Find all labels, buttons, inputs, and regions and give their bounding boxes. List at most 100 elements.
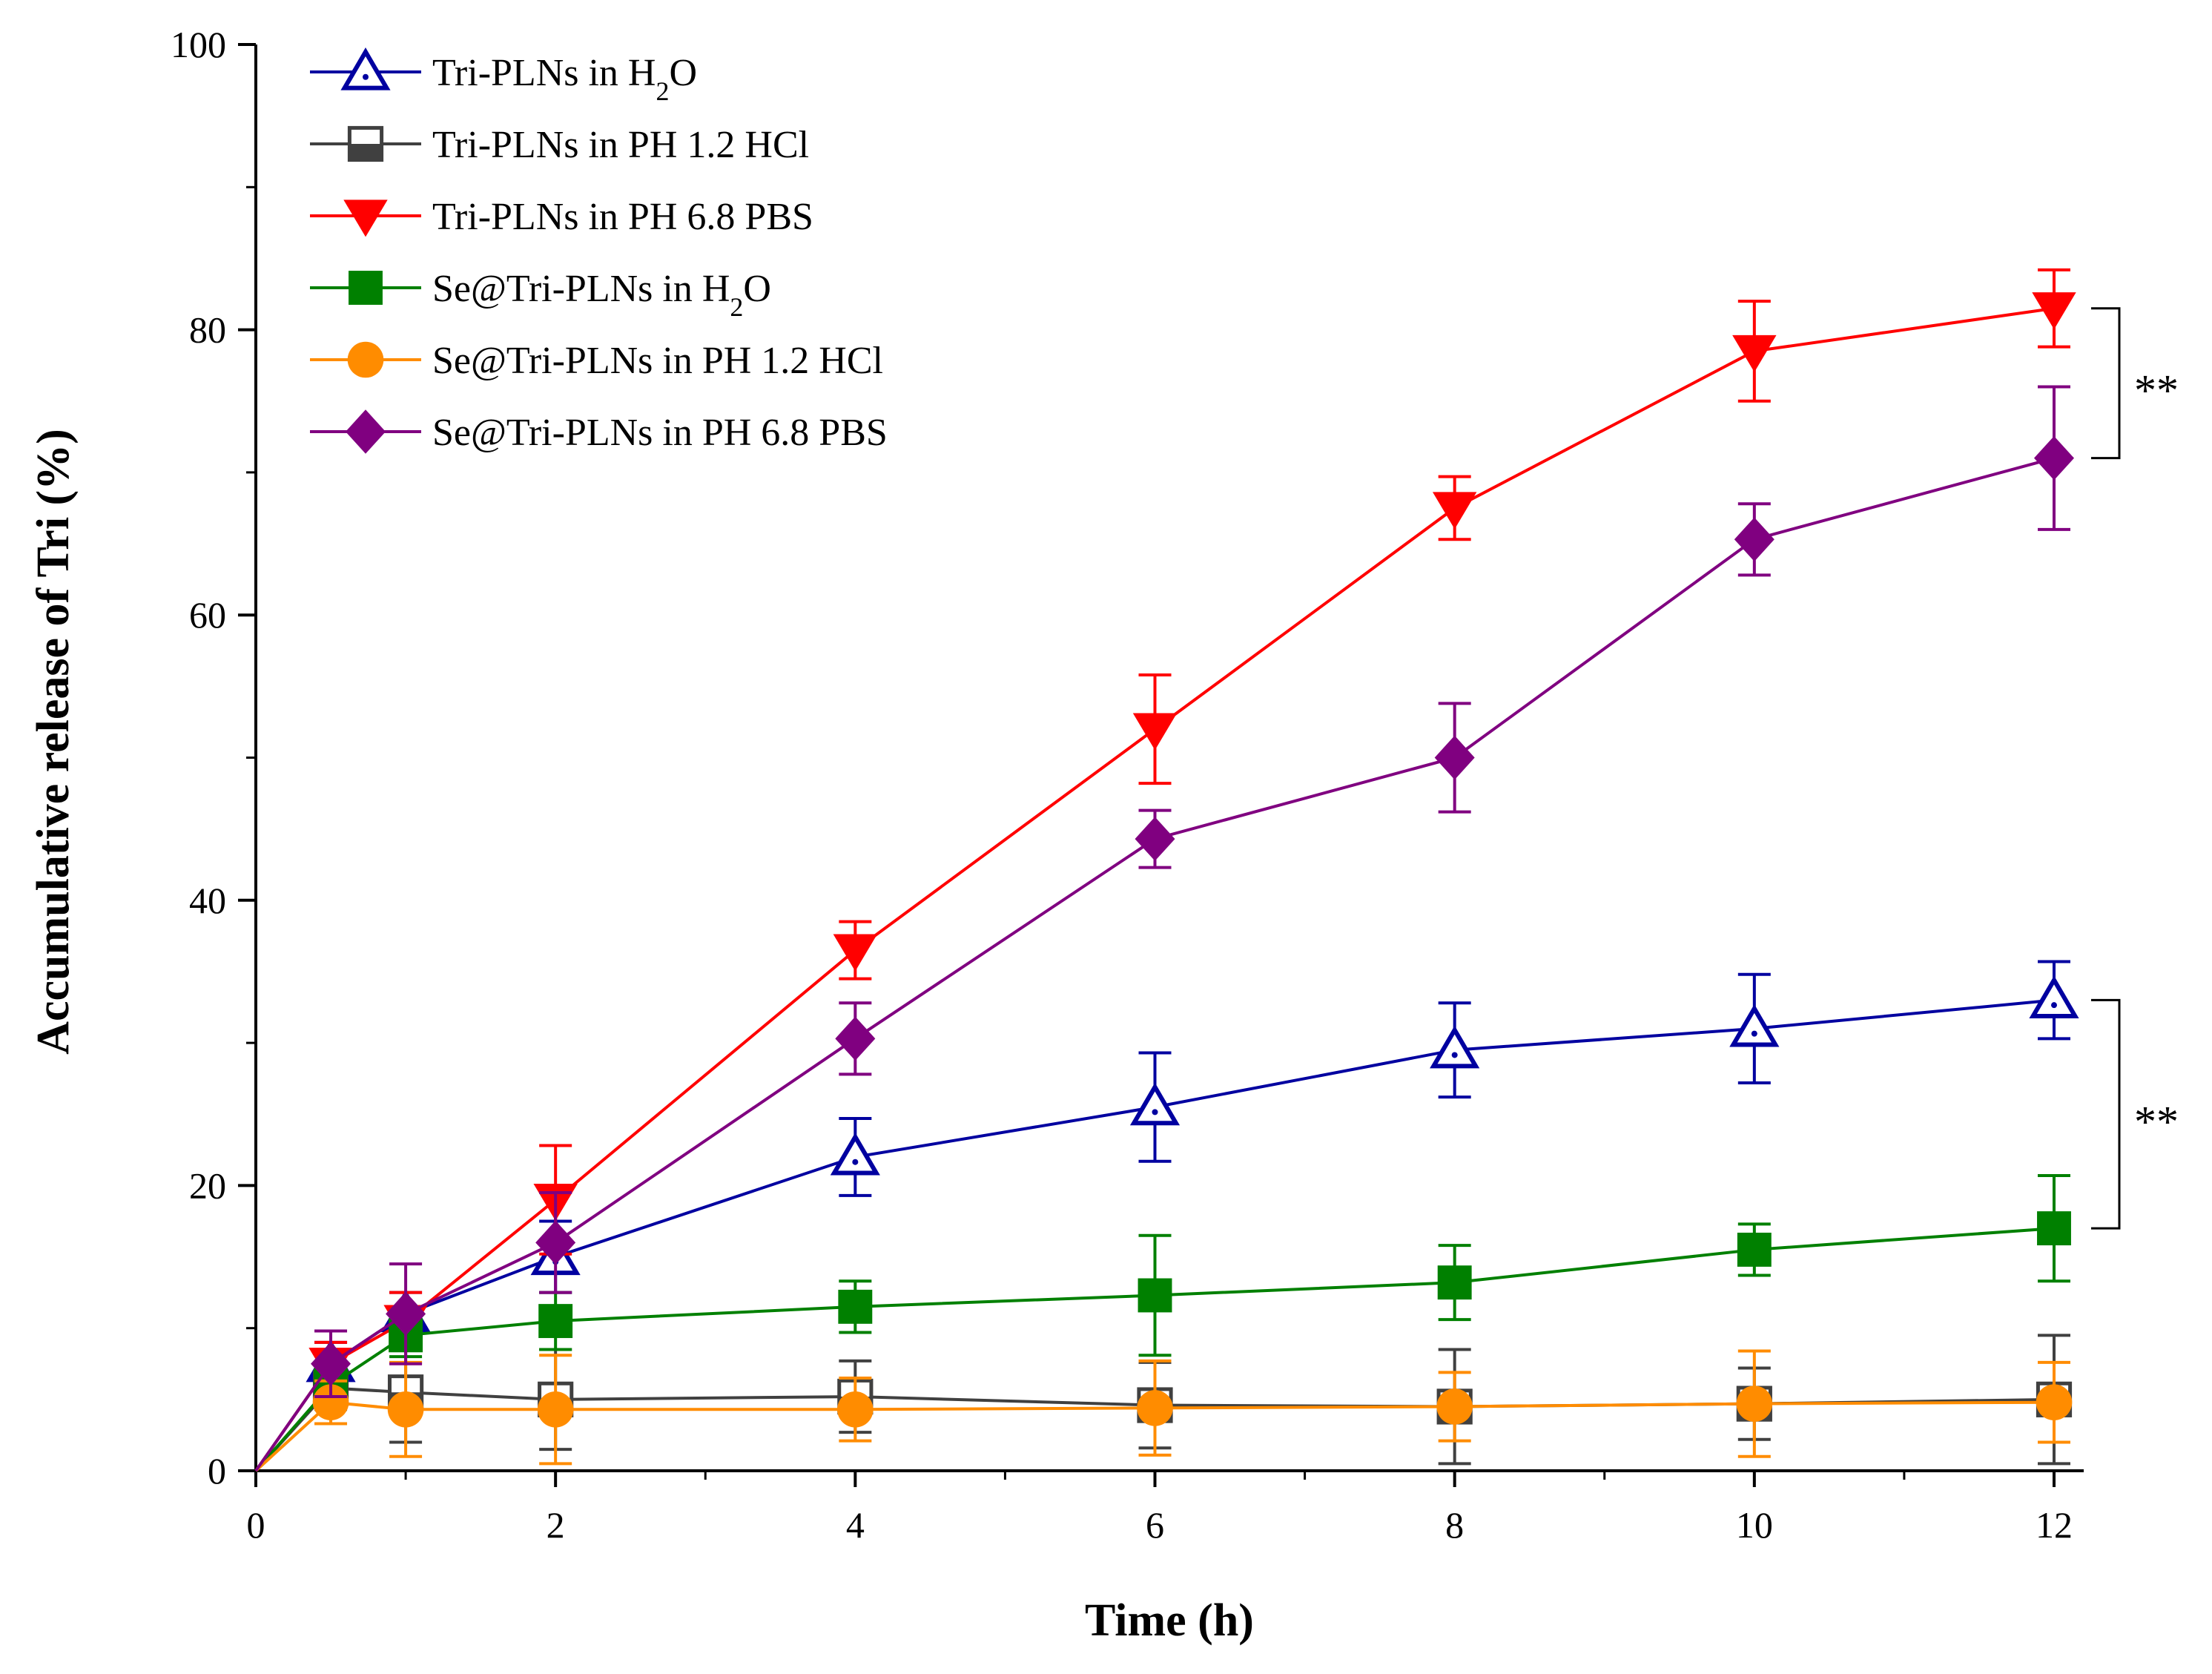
diamond-marker — [1135, 817, 1175, 861]
legend-label: Tri-PLNs in PH 1.2 HCl — [432, 124, 809, 166]
circle-marker — [1137, 1390, 1173, 1426]
data-point — [837, 1391, 874, 1428]
diamond-marker — [346, 409, 386, 454]
square-marker — [838, 1289, 873, 1324]
square-marker — [1138, 1278, 1172, 1313]
legend-label: Se@Tri-PLNs in PH 1.2 HCl — [432, 340, 883, 382]
y-tick-label: 100 — [171, 24, 226, 65]
data-point — [343, 200, 388, 237]
y-axis-title: Accumulative release of Tri (%) — [28, 429, 79, 1055]
data-point — [1137, 1390, 1173, 1426]
y-tick-label: 40 — [189, 880, 226, 921]
data-point — [538, 1304, 573, 1339]
triangle-up-marker — [1729, 1004, 1780, 1047]
legend: Tri-PLNs in H2O Tri-PLNs in PH 1.2 HCl Tri… — [310, 47, 888, 454]
circle-marker — [312, 1384, 349, 1420]
data-point — [2029, 975, 2079, 1019]
square-marker-fill — [349, 144, 382, 160]
data-point — [2037, 1211, 2071, 1246]
x-tick-label: 12 — [2036, 1504, 2073, 1546]
data-point — [833, 934, 878, 972]
x-tick-label: 2 — [547, 1504, 565, 1546]
significance-label: ** — [2134, 1097, 2179, 1146]
legend-label: Tri-PLNs in H2O — [432, 52, 697, 106]
diamond-marker — [535, 1220, 576, 1265]
legend-item-6: Se@Tri-PLNs in PH 6.8 PBS — [310, 409, 888, 454]
y-tick-label: 60 — [189, 594, 226, 636]
x-axis-title: Time (h) — [1085, 1595, 1254, 1646]
diamond-marker — [2034, 435, 2074, 481]
series-group — [254, 268, 2079, 1472]
data-point — [1430, 1025, 1480, 1069]
triangle-up-marker — [2029, 975, 2079, 1019]
series-4 — [254, 1173, 2071, 1472]
square-marker — [1437, 1265, 1472, 1300]
data-point — [1132, 713, 1178, 751]
significance-bracket-2: ** — [2091, 998, 2179, 1230]
triangle-down-marker — [2032, 292, 2076, 330]
significance-bracket-1: ** — [2091, 307, 2179, 460]
data-point — [838, 1289, 873, 1324]
circle-marker — [537, 1391, 574, 1428]
marker-center-dot — [1451, 1052, 1458, 1058]
data-point — [1734, 517, 1774, 561]
square-marker — [1737, 1232, 1772, 1267]
legend-item-3: Tri-PLNs in PH 6.8 PBS — [310, 196, 813, 238]
square-marker — [2037, 1211, 2071, 1246]
circle-marker — [837, 1391, 874, 1428]
data-point — [1432, 492, 1477, 530]
triangle-down-marker — [833, 934, 878, 972]
x-tick-label: 10 — [1736, 1504, 1773, 1546]
square-marker — [538, 1304, 573, 1339]
data-point — [1135, 817, 1175, 861]
circle-marker — [1736, 1385, 1773, 1422]
data-point — [1729, 1004, 1780, 1047]
data-point — [1732, 335, 1777, 372]
diamond-marker — [835, 1016, 876, 1061]
data-point — [835, 1016, 876, 1061]
axes: 0 2 4 6 8 10 12 0 20 40 60 80 100 — [171, 24, 2084, 1546]
legend-label: Tri-PLNs in PH 6.8 PBS — [432, 196, 813, 238]
data-point — [312, 1384, 349, 1420]
data-point — [1736, 1385, 1773, 1422]
triangle-up-marker — [830, 1132, 880, 1176]
y-tick-label: 0 — [208, 1450, 226, 1492]
triangle-down-marker — [343, 200, 388, 237]
marker-center-dot — [1751, 1030, 1757, 1037]
marker-center-dot — [1152, 1109, 1158, 1116]
x-tick-label: 6 — [1146, 1504, 1164, 1546]
legend-label: Se@Tri-PLNs in PH 6.8 PBS — [432, 412, 888, 454]
legend-item-1: Tri-PLNs in H2O — [310, 47, 697, 106]
triangle-down-marker — [1732, 335, 1777, 372]
data-point — [2036, 1384, 2073, 1420]
triangle-down-marker — [1132, 713, 1178, 751]
circle-marker — [1436, 1388, 1473, 1425]
series-6 — [254, 385, 2074, 1472]
legend-item-4: Se@Tri-PLNs in H2O — [310, 268, 771, 322]
data-point — [346, 409, 386, 454]
circle-marker — [2036, 1384, 2073, 1420]
triangle-up-marker — [340, 47, 391, 90]
data-point — [1434, 735, 1475, 780]
circle-marker — [387, 1391, 424, 1428]
data-point — [1138, 1278, 1172, 1313]
x-tick-label: 8 — [1445, 1504, 1464, 1546]
y-tick-label: 80 — [189, 309, 226, 351]
data-point — [340, 47, 391, 90]
significance-label: ** — [2134, 366, 2179, 415]
data-point — [1737, 1232, 1772, 1267]
data-point — [1129, 1082, 1181, 1126]
data-point — [311, 1342, 351, 1386]
triangle-down-marker — [1432, 492, 1477, 530]
data-point — [386, 1291, 426, 1337]
data-point — [1436, 1388, 1473, 1425]
marker-center-dot — [363, 73, 369, 80]
circle-marker — [347, 341, 384, 378]
marker-center-dot — [2051, 1002, 2057, 1009]
data-point — [349, 271, 383, 305]
y-tick-label: 20 — [189, 1164, 226, 1206]
data-point — [347, 341, 384, 378]
bracket-line — [2091, 998, 2121, 1230]
